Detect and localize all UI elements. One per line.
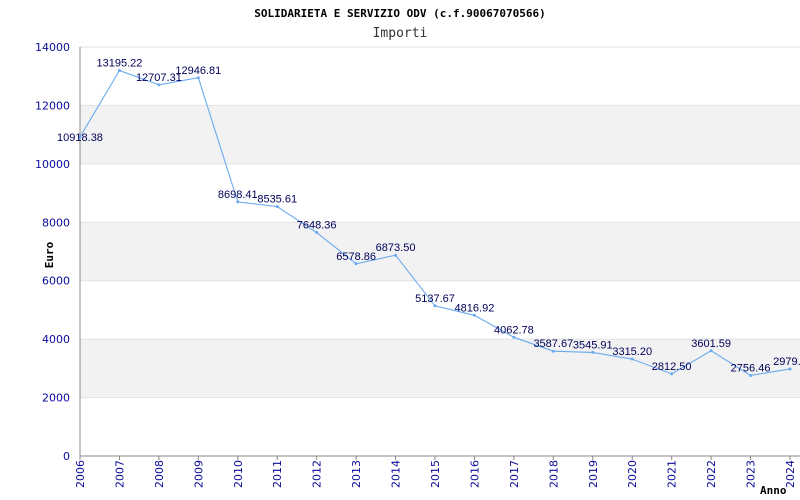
data-label: 2756.46 (731, 362, 771, 374)
y-tick-label: 6000 (42, 275, 70, 288)
y-tick-label: 10000 (35, 158, 70, 171)
y-tick-label: 4000 (42, 333, 70, 346)
x-tick-label: 2024 (784, 460, 797, 488)
data-label: 8698.41 (218, 189, 258, 201)
data-label: 3601.59 (691, 338, 731, 350)
y-axis-label: Euro (43, 241, 56, 268)
data-point (394, 253, 398, 257)
axes (79, 47, 800, 457)
data-point (591, 350, 595, 354)
x-axis-ticks: 2006 2007 2008 2009 2010 2011 2012 2013 2014 2015… (74, 456, 797, 488)
data-label: 4816.92 (455, 302, 495, 314)
data-label: 4062.78 (494, 324, 534, 336)
data-point (157, 83, 161, 87)
grid-band (80, 222, 800, 281)
y-axis-ticks: 0 2000 4000 6000 8000 10000 12000 14000 (35, 41, 70, 463)
x-tick-label: 2011 (271, 460, 284, 488)
data-point (196, 76, 200, 80)
data-label: 3315.20 (612, 346, 652, 358)
y-tick-label: 0 (63, 450, 70, 463)
data-label: 5137.67 (415, 293, 455, 305)
x-tick-label: 2013 (350, 460, 363, 488)
y-tick-label: 8000 (42, 216, 70, 229)
data-point (709, 349, 713, 353)
data-label: 12707.31 (136, 72, 182, 84)
grid-bands (80, 46, 800, 399)
data-point (670, 372, 674, 376)
data-label: 7648.36 (297, 220, 337, 232)
data-label: 3545.91 (573, 339, 613, 351)
data-label: 6873.50 (376, 242, 416, 254)
x-tick-label: 2012 (311, 460, 324, 488)
x-tick-label: 2008 (153, 460, 166, 488)
x-tick-label: 2016 (468, 460, 481, 488)
y-tick-label: 14000 (35, 41, 70, 54)
chart-title: SOLIDARIETA E SERVIZIO ODV (c.f.90067070… (254, 7, 545, 20)
x-tick-label: 2007 (113, 460, 126, 488)
data-point (117, 69, 121, 73)
x-tick-label: 2021 (666, 460, 679, 488)
x-tick-label: 2020 (626, 460, 639, 488)
x-tick-label: 2006 (74, 460, 87, 488)
x-tick-label: 2018 (547, 460, 560, 488)
y-tick-label: 2000 (42, 392, 70, 405)
data-label: 8535.61 (257, 194, 297, 206)
data-point (788, 367, 792, 371)
x-tick-label: 2015 (429, 460, 442, 488)
data-label: 13195.22 (96, 58, 142, 70)
data-point (630, 357, 634, 361)
data-point (551, 349, 555, 353)
data-label: 10918.38 (57, 132, 103, 144)
x-tick-label: 2022 (705, 460, 718, 488)
data-point (275, 205, 279, 209)
x-axis-label: Anno (760, 484, 787, 497)
data-series (78, 69, 792, 377)
data-label: 6578.86 (336, 251, 376, 263)
data-point (78, 135, 82, 139)
chart-subtitle: Importi (373, 26, 428, 41)
data-point (433, 304, 437, 308)
data-point (354, 262, 358, 266)
x-tick-label: 2009 (192, 460, 205, 488)
x-tick-label: 2019 (587, 460, 600, 488)
data-label: 3587.67 (533, 338, 573, 350)
x-tick-label: 2010 (232, 460, 245, 488)
x-tick-label: 2014 (390, 460, 403, 488)
data-point (472, 313, 476, 317)
data-label: 2979.4 (773, 356, 800, 368)
grid-band (80, 105, 800, 164)
y-tick-label: 12000 (35, 99, 70, 112)
x-tick-label: 2017 (508, 460, 521, 488)
data-point (315, 231, 319, 235)
data-point (236, 200, 240, 204)
data-label: 2812.50 (652, 361, 692, 373)
x-tick-label: 2023 (745, 460, 758, 488)
data-point (749, 373, 753, 377)
data-point (512, 335, 516, 339)
data-label: 12946.81 (175, 65, 221, 77)
